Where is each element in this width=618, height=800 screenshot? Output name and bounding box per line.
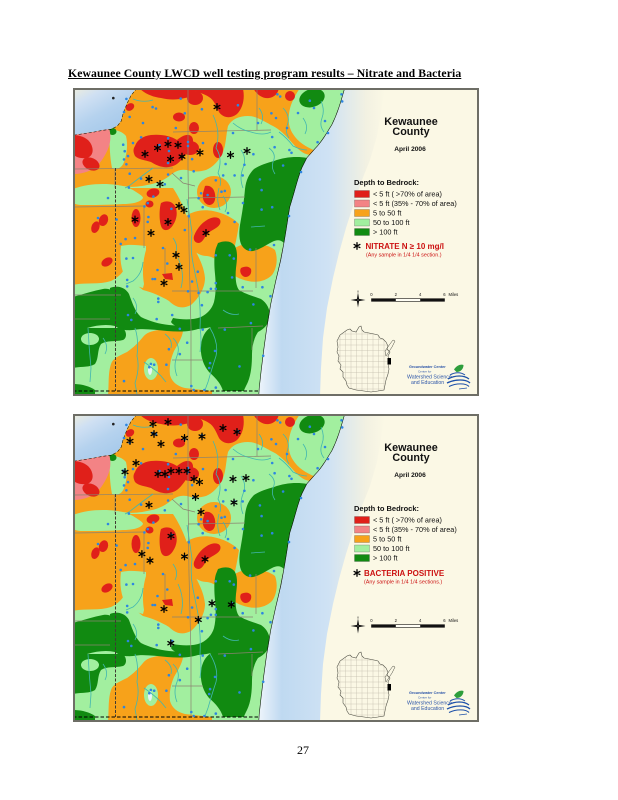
svg-text:(Any sample in 1/4 1/4 section: (Any sample in 1/4 1/4 sections.) [364,580,442,586]
svg-text:NITRATE N ≥ 10 mg/l: NITRATE N ≥ 10 mg/l [366,242,444,251]
svg-text:(Any sample in 1/4 1/4 section: (Any sample in 1/4 1/4 section.) [366,253,442,259]
svg-text:BACTERIA POSITIVE: BACTERIA POSITIVE [364,569,445,578]
